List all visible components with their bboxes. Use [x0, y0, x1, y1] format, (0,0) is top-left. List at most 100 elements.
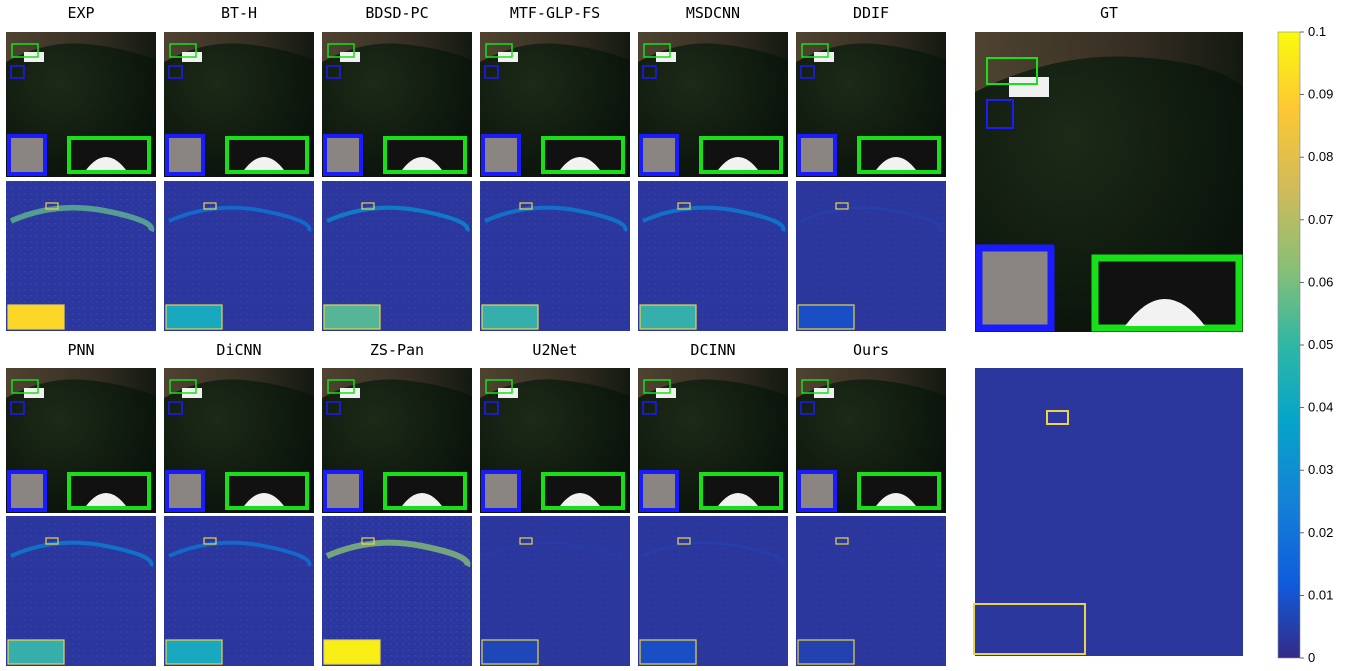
green-zoom-inset — [699, 136, 783, 174]
error-edge-trace — [484, 541, 627, 567]
blue-roi-box — [10, 65, 25, 79]
error-roi-box — [203, 202, 217, 210]
error-roi-box — [45, 202, 59, 210]
error-zoom-inset — [323, 304, 381, 330]
ground-truth-panel — [973, 32, 1243, 656]
terrain-patch — [164, 368, 314, 398]
error-zoom-inset — [639, 304, 697, 330]
zoomed-building — [244, 493, 284, 506]
error-edge-trace — [642, 541, 785, 567]
error-map-panel — [164, 181, 314, 331]
blue-zoom-inset — [323, 470, 363, 512]
zoomed-building — [1125, 299, 1205, 326]
blue-roi-box — [800, 401, 815, 415]
terrain-patch — [638, 32, 788, 62]
rgb-result-panel — [322, 368, 472, 513]
rgb-result-panel — [638, 368, 788, 513]
rgb-result-panel — [480, 32, 630, 177]
error-edge-trace — [484, 205, 628, 232]
rgb-result-panel — [638, 32, 788, 177]
zoomed-building — [244, 157, 284, 170]
terrain-patch — [638, 368, 788, 398]
error-map-panel — [480, 516, 630, 666]
method-title: BT-H — [221, 4, 257, 22]
method-title: BDSD-PC — [365, 4, 428, 22]
error-zoom-inset — [165, 304, 223, 330]
method-title: DDIF — [853, 4, 889, 22]
error-edge-trace — [800, 206, 943, 232]
blue-roi-box — [642, 401, 657, 415]
zoomed-building — [560, 493, 600, 506]
blue-roi-box — [800, 65, 815, 79]
blue-zoom-inset — [323, 134, 363, 176]
green-roi-box — [485, 43, 513, 58]
green-roi-box — [801, 43, 829, 58]
blue-zoom-inset — [975, 244, 1055, 332]
error-map-panel — [322, 181, 472, 331]
colorbar-tick-label: 0.04 — [1308, 400, 1333, 415]
terrain-patch — [796, 32, 946, 62]
error-map-panel — [6, 516, 156, 666]
error-roi-box — [835, 537, 849, 545]
green-roi-box — [643, 43, 671, 58]
error-edge-trace — [326, 205, 470, 232]
green-roi-box — [485, 379, 513, 394]
error-roi-box — [203, 537, 217, 545]
blue-zoom-inset — [481, 134, 521, 176]
terrain-patch — [975, 32, 1243, 92]
error-map-panel — [480, 181, 630, 331]
blue-zoom-inset — [797, 470, 837, 512]
zoomed-building — [876, 493, 916, 506]
zoomed-building — [560, 157, 600, 170]
colorbar-tick-label: 0.09 — [1308, 87, 1333, 102]
method-title: MTF-GLP-FS — [510, 4, 600, 22]
green-roi-box — [801, 379, 829, 394]
error-edge-trace — [168, 540, 312, 567]
colorbar: 0 0.01 0.02 0.03 0.04 0.05 0.06 0.07 0.08 0.09 0.1 — [1277, 24, 1333, 665]
error-roi-box — [835, 202, 849, 210]
zoomed-building — [876, 157, 916, 170]
terrain-patch — [796, 368, 946, 398]
error-map-panel — [796, 181, 946, 331]
gt-error-map — [975, 368, 1243, 656]
rgb-result-panel — [6, 32, 156, 177]
terrain-patch — [322, 368, 472, 398]
error-edge-trace — [642, 205, 786, 232]
error-zoom-inset — [797, 639, 855, 665]
colorbar-tick-label: 0.06 — [1308, 274, 1333, 289]
green-roi-box — [169, 379, 197, 394]
blue-zoom-inset — [7, 134, 47, 176]
rgb-result-panel — [164, 368, 314, 513]
colorbar-tick-label: 0.08 — [1308, 149, 1333, 164]
error-roi-box — [45, 537, 59, 545]
terrain-patch — [480, 32, 630, 62]
zoomed-building — [86, 493, 126, 506]
colorbar-tick-label: 0.02 — [1308, 525, 1333, 540]
blue-zoom-inset — [639, 134, 679, 176]
colorbar-tick-label: 0 — [1308, 650, 1315, 665]
error-roi-box — [677, 202, 691, 210]
error-edge-trace — [10, 540, 154, 567]
error-roi-box — [361, 202, 375, 210]
blue-zoom-inset — [797, 134, 837, 176]
error-zoom-inset — [639, 639, 697, 665]
blue-roi-box — [168, 65, 183, 79]
green-roi-box — [11, 379, 39, 394]
method-title: DiCNN — [216, 341, 261, 359]
green-zoom-inset — [225, 472, 309, 510]
colorbar-tick-label: 0.07 — [1308, 212, 1333, 227]
error-roi-box — [519, 537, 533, 545]
method-title: EXP — [67, 4, 94, 22]
error-edge-trace — [9, 204, 155, 233]
rgb-result-panel — [480, 368, 630, 513]
error-edge-trace — [325, 539, 471, 568]
error-roi-box — [361, 537, 375, 545]
blue-roi-box — [168, 401, 183, 415]
terrain-patch — [164, 32, 314, 62]
blue-roi-box — [642, 65, 657, 79]
rgb-result-panel — [796, 368, 946, 513]
zoomed-building — [718, 157, 758, 170]
method-title: PNN — [67, 341, 94, 359]
blue-zoom-inset — [481, 470, 521, 512]
gt-title: GT — [1100, 4, 1118, 22]
